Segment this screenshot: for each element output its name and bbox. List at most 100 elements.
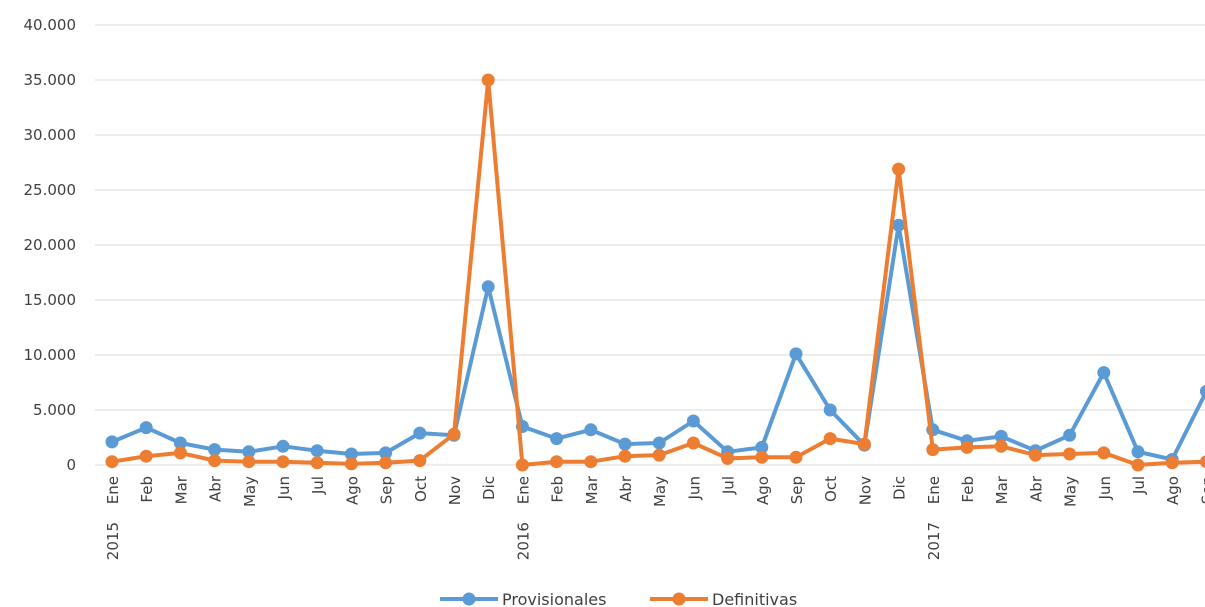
x-tick-label: May [1062,476,1080,507]
data-point [413,426,427,440]
data-point [1097,366,1111,380]
data-point [584,455,598,469]
data-point [721,451,735,465]
legend-item: Provisionales [440,590,606,607]
data-point [1131,458,1145,472]
data-point [994,439,1008,453]
x-tick-label: Feb [549,476,567,503]
x-tick-label: Jun [1096,476,1114,500]
x-tick-label: Sep [378,476,396,504]
data-point [173,446,187,460]
data-point [1131,445,1145,459]
data-point [994,429,1008,443]
data-point [652,448,666,462]
data-point [1199,455,1205,469]
data-point [789,450,803,464]
data-point [686,414,700,428]
data-point [310,444,324,458]
data-point [857,437,871,451]
x-tick-label: Feb [138,476,156,503]
data-point [344,447,358,461]
x-tick-label: Ene [925,476,943,504]
year-label: 2015 [104,522,122,560]
legend: Provisionales Definitivas [440,590,797,607]
data-point [1097,446,1111,460]
x-tick-label: Oct [822,476,840,502]
y-tick-label: 0 [66,456,76,474]
data-point [242,455,256,469]
x-tick-label: Feb [959,476,977,503]
data-point [139,421,153,435]
x-tick-label: Sep [1198,476,1205,504]
x-tick-label: Sep [788,476,806,504]
x-tick-label: Jul [1130,476,1148,495]
data-point [276,455,290,469]
legend-swatch-marker [672,592,686,606]
data-point [1028,448,1042,462]
data-point [686,436,700,450]
legend-swatch-marker [462,592,476,606]
x-tick-label: May [241,476,259,507]
legend-label: Definitivas [712,590,797,607]
x-tick-label: Dic [480,476,498,500]
x-tick-label: Mar [993,475,1011,504]
x-tick-label: Ene [104,476,122,504]
data-point [1199,384,1205,398]
x-tick-label: Nov [446,476,464,505]
data-point [208,454,222,468]
series-provisionales [105,218,1205,466]
x-tick-label: Jul [720,476,738,495]
data-point [173,436,187,450]
data-point [755,450,769,464]
legend-item: Definitivas [650,590,797,607]
x-tick-label: Ago [343,476,361,505]
x-tick-label: Mar [583,475,601,504]
data-point [481,73,495,87]
data-point [105,455,119,469]
y-tick-label: 30.000 [24,126,77,144]
data-point [892,162,906,176]
y-tick-label: 15.000 [24,291,77,309]
data-point [344,457,358,471]
data-point [892,218,906,232]
x-tick-label: Jun [275,476,293,500]
series-line [110,78,1205,467]
data-point [1063,428,1077,442]
data-point [926,443,940,457]
data-point [755,440,769,454]
data-point [242,445,256,459]
data-point [447,427,461,441]
series-definitivas [105,73,1205,472]
data-point [584,423,598,437]
data-point [618,437,632,451]
data-point [1063,447,1077,461]
gridlines [95,24,1205,411]
x-tick-label: Ene [514,476,532,504]
data-point [550,455,564,469]
y-tick-label: 5.000 [33,401,76,419]
data-point [139,449,153,463]
data-point [550,432,564,446]
data-point [481,280,495,294]
legend-label: Provisionales [502,590,606,607]
data-point [823,432,837,446]
data-point [208,443,222,457]
data-point [960,440,974,454]
data-point [1165,456,1179,470]
x-tick-label: Abr [207,475,225,502]
x-tick-label: Oct [412,476,430,502]
x-tick-label: Abr [1027,475,1045,502]
x-tick-label: Dic [891,476,909,500]
y-tick-label: 10.000 [24,346,77,364]
y-tick-label: 25.000 [24,181,77,199]
data-point [105,435,119,449]
x-tick-label: Ago [1164,476,1182,505]
y-tick-label: 35.000 [24,71,77,89]
y-tick-label: 40.000 [24,16,77,34]
x-tick-label: Jul [309,476,327,495]
data-point [618,449,632,463]
series-line [110,223,1205,462]
x-tick-label: Ago [754,476,772,505]
